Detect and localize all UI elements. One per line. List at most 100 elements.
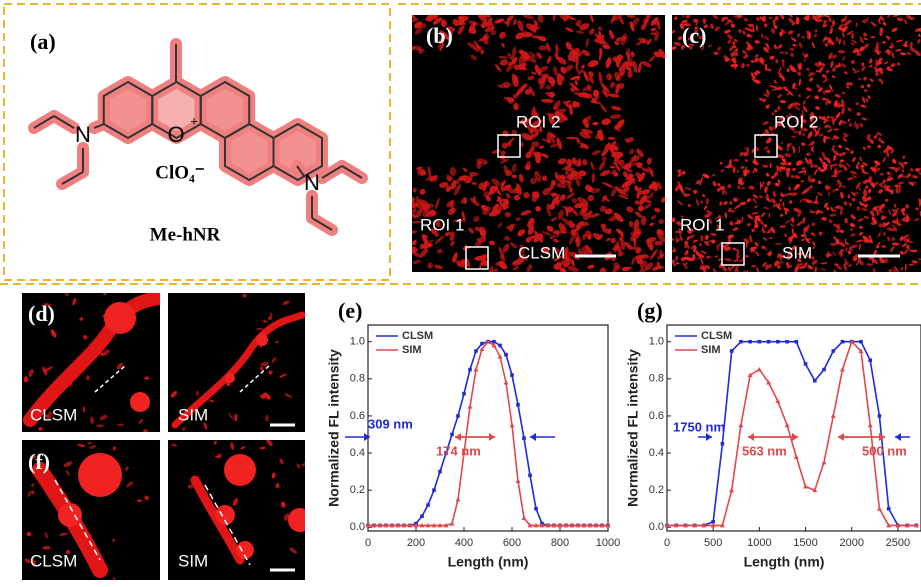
organelle	[901, 169, 905, 173]
organelle	[540, 98, 554, 103]
organelle	[736, 219, 742, 223]
organelle	[531, 71, 537, 75]
panel-label: (g)	[637, 298, 663, 323]
organelle	[878, 78, 881, 82]
x-tick-label: 2500	[886, 537, 910, 549]
organelle	[446, 199, 455, 208]
organelle	[613, 152, 623, 162]
organelle	[740, 165, 745, 170]
organelle	[590, 161, 595, 171]
organelle	[515, 85, 525, 96]
organelle	[803, 58, 806, 63]
organelle	[448, 207, 456, 216]
organelle	[553, 199, 561, 204]
organelle	[649, 55, 656, 62]
organelle	[882, 221, 886, 228]
organelle	[868, 234, 872, 242]
organelle	[412, 201, 419, 209]
organelle	[719, 201, 723, 206]
organelle	[643, 18, 649, 24]
organelle	[702, 265, 707, 272]
organelle	[262, 319, 268, 324]
marker	[491, 342, 497, 348]
organelle	[24, 558, 31, 564]
organelle	[786, 144, 790, 152]
organelle	[514, 194, 520, 201]
organelle	[457, 15, 469, 22]
organelle	[601, 148, 609, 157]
organelle	[23, 376, 29, 383]
organelle	[712, 15, 719, 20]
organelle	[852, 70, 860, 74]
organelle	[862, 161, 868, 167]
organelle	[754, 40, 760, 44]
organelle	[691, 43, 694, 47]
organelle	[414, 26, 423, 35]
organelle	[673, 41, 681, 46]
organelle	[862, 19, 869, 24]
organelle	[773, 79, 777, 84]
organelle	[528, 86, 535, 97]
organelle	[143, 428, 148, 432]
organelle	[824, 42, 829, 47]
organelle	[752, 169, 755, 174]
organelle	[420, 22, 427, 29]
organelle	[504, 236, 511, 241]
organelle	[866, 133, 871, 141]
organelle	[840, 18, 845, 23]
organelle	[555, 182, 568, 189]
organelle	[836, 102, 841, 108]
marker	[510, 373, 514, 377]
organelle	[823, 15, 831, 18]
organelle	[789, 200, 793, 204]
organelle	[790, 37, 797, 42]
organelle	[782, 61, 785, 68]
organelle	[889, 64, 894, 67]
organelle	[623, 186, 629, 191]
organelle	[539, 145, 545, 149]
organelle	[627, 69, 633, 79]
organelle	[895, 39, 904, 43]
organelle	[765, 42, 770, 50]
organelle	[886, 49, 891, 56]
organelle	[808, 72, 814, 77]
marker	[395, 522, 401, 528]
organelle	[559, 113, 568, 121]
arrow-head	[706, 433, 712, 441]
organelle	[840, 207, 843, 216]
organelle	[908, 237, 911, 240]
organelle	[764, 186, 768, 194]
organelle	[677, 172, 683, 177]
organelle	[722, 244, 728, 252]
organelle	[732, 167, 736, 174]
organelle	[773, 171, 779, 178]
organelle	[499, 31, 506, 39]
organelle	[797, 209, 802, 217]
marker	[710, 522, 716, 528]
organelle	[571, 258, 575, 267]
organelle	[759, 16, 763, 21]
organelle	[895, 48, 902, 52]
organelle	[826, 206, 830, 211]
marker	[551, 522, 557, 528]
organelle	[626, 15, 635, 19]
organelle	[565, 205, 569, 217]
organelle	[832, 75, 836, 79]
organelle	[815, 18, 823, 23]
organelle	[27, 491, 31, 497]
organelle	[486, 17, 493, 28]
organelle	[301, 462, 305, 467]
organelle	[640, 189, 651, 195]
organelle	[917, 38, 921, 44]
organelle	[570, 86, 576, 93]
organelle	[753, 250, 759, 254]
series-line	[667, 340, 917, 527]
legend-label: CLSM	[402, 330, 433, 342]
organelle	[429, 209, 437, 217]
organelle	[803, 226, 807, 232]
organelle	[768, 126, 774, 132]
organelle	[416, 166, 423, 171]
organelle	[576, 75, 581, 81]
organelle	[462, 167, 468, 173]
organelle	[761, 181, 764, 188]
